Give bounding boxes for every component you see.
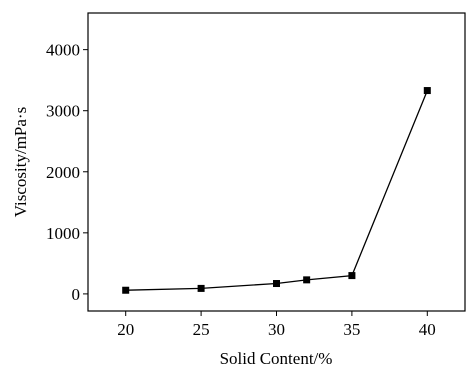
x-tick-label: 25: [193, 320, 210, 339]
data-point-marker: [303, 276, 311, 284]
y-tick-label: 1000: [46, 224, 80, 243]
x-tick-label: 30: [268, 320, 285, 339]
data-point-marker: [197, 284, 205, 292]
y-tick-label: 2000: [46, 163, 80, 182]
y-tick-label: 0: [72, 285, 81, 304]
y-tick-label: 4000: [46, 41, 80, 60]
x-tick-label: 40: [419, 320, 436, 339]
data-point-marker: [273, 280, 280, 288]
series-line: [125, 90, 428, 291]
data-point-marker: [423, 87, 431, 95]
y-axis-label: Viscosity/mPa·s: [11, 107, 30, 217]
data-point-marker: [348, 272, 356, 280]
series-layer: [122, 87, 431, 294]
x-axis-label: Solid Content/%: [220, 349, 333, 368]
y-tick-label: 3000: [46, 102, 80, 121]
plot-frame: [87, 12, 466, 312]
y-axis-ticks: 0 1000 2000 3000 4000: [46, 41, 88, 304]
data-point-marker: [122, 286, 130, 294]
x-tick-label: 20: [117, 320, 134, 339]
x-axis-ticks: 20 25 30 35 40: [117, 311, 436, 339]
x-tick-label: 35: [343, 320, 360, 339]
